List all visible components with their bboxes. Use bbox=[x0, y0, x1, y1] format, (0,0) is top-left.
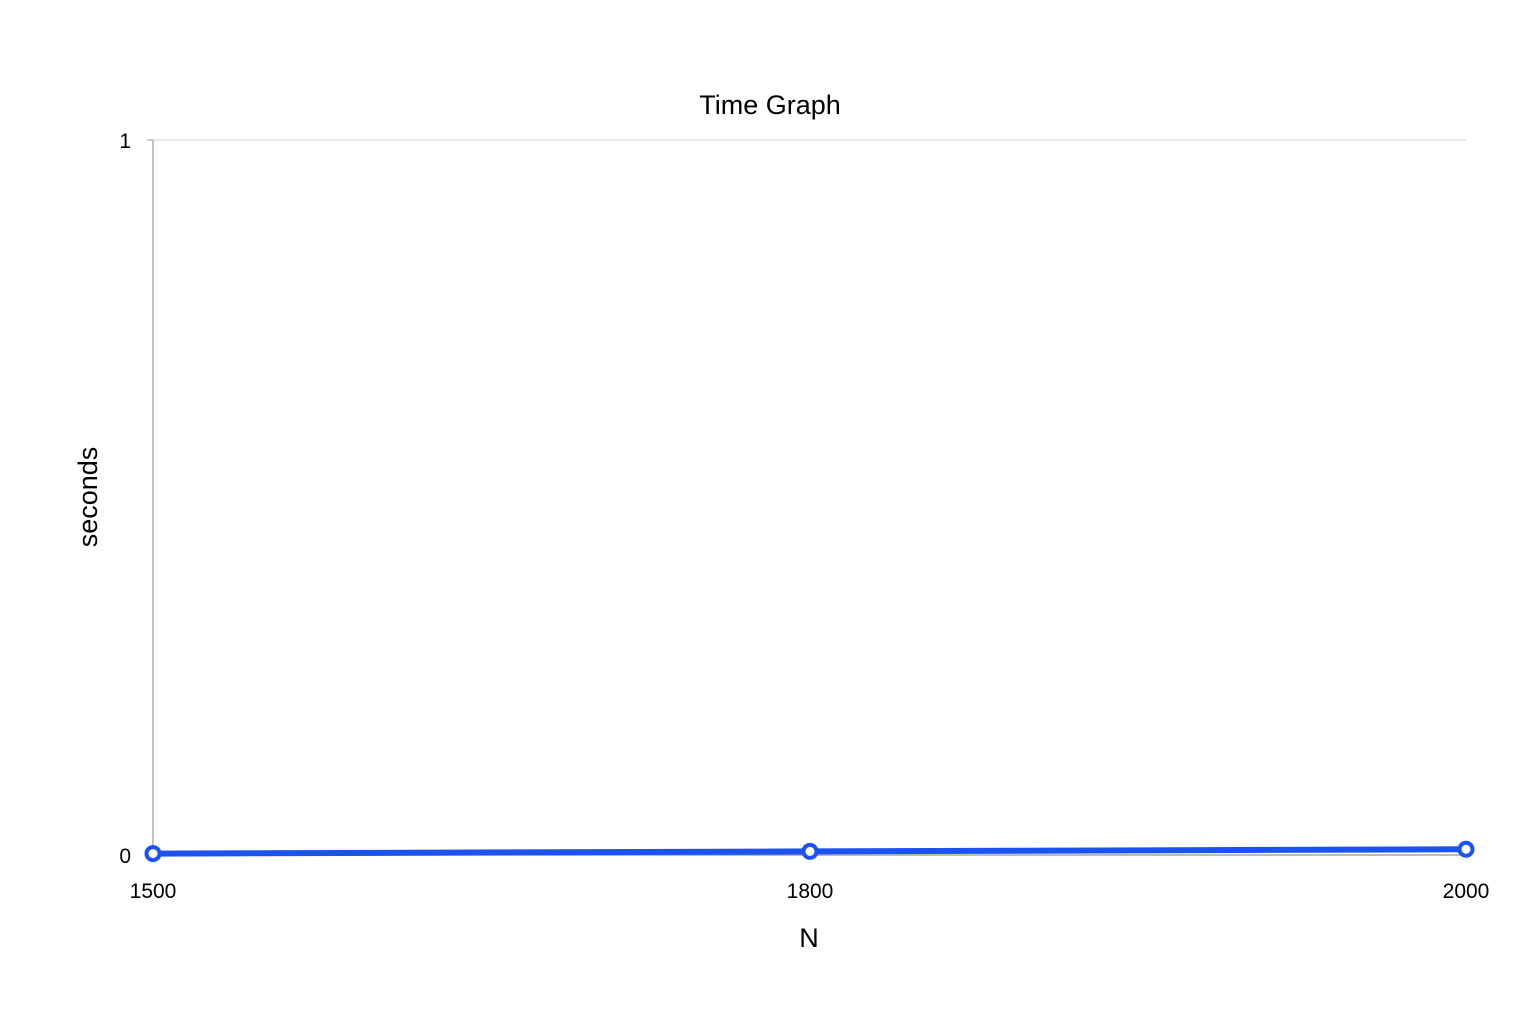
x-tick-label-2: 2000 bbox=[1443, 880, 1490, 903]
gridlines bbox=[153, 139, 1466, 856]
x-axis-title: N bbox=[799, 923, 819, 953]
axes bbox=[152, 140, 1466, 856]
y-tick-label-0: 0 bbox=[119, 845, 131, 868]
data-point-1 bbox=[801, 842, 819, 860]
data-point-2 bbox=[1457, 840, 1475, 858]
chart-title: Time Graph bbox=[699, 90, 841, 120]
x-tick-label-0: 1500 bbox=[130, 880, 177, 903]
y-tick-label-1: 1 bbox=[119, 130, 131, 153]
x-tick-label-1: 1800 bbox=[787, 880, 834, 903]
series bbox=[144, 840, 1475, 863]
y-axis-title: seconds bbox=[73, 447, 103, 548]
y-axis-ticks: 01 bbox=[119, 130, 153, 868]
x-axis-ticks: 1500 1800 2000 bbox=[130, 880, 1490, 903]
data-point-0 bbox=[144, 845, 162, 863]
